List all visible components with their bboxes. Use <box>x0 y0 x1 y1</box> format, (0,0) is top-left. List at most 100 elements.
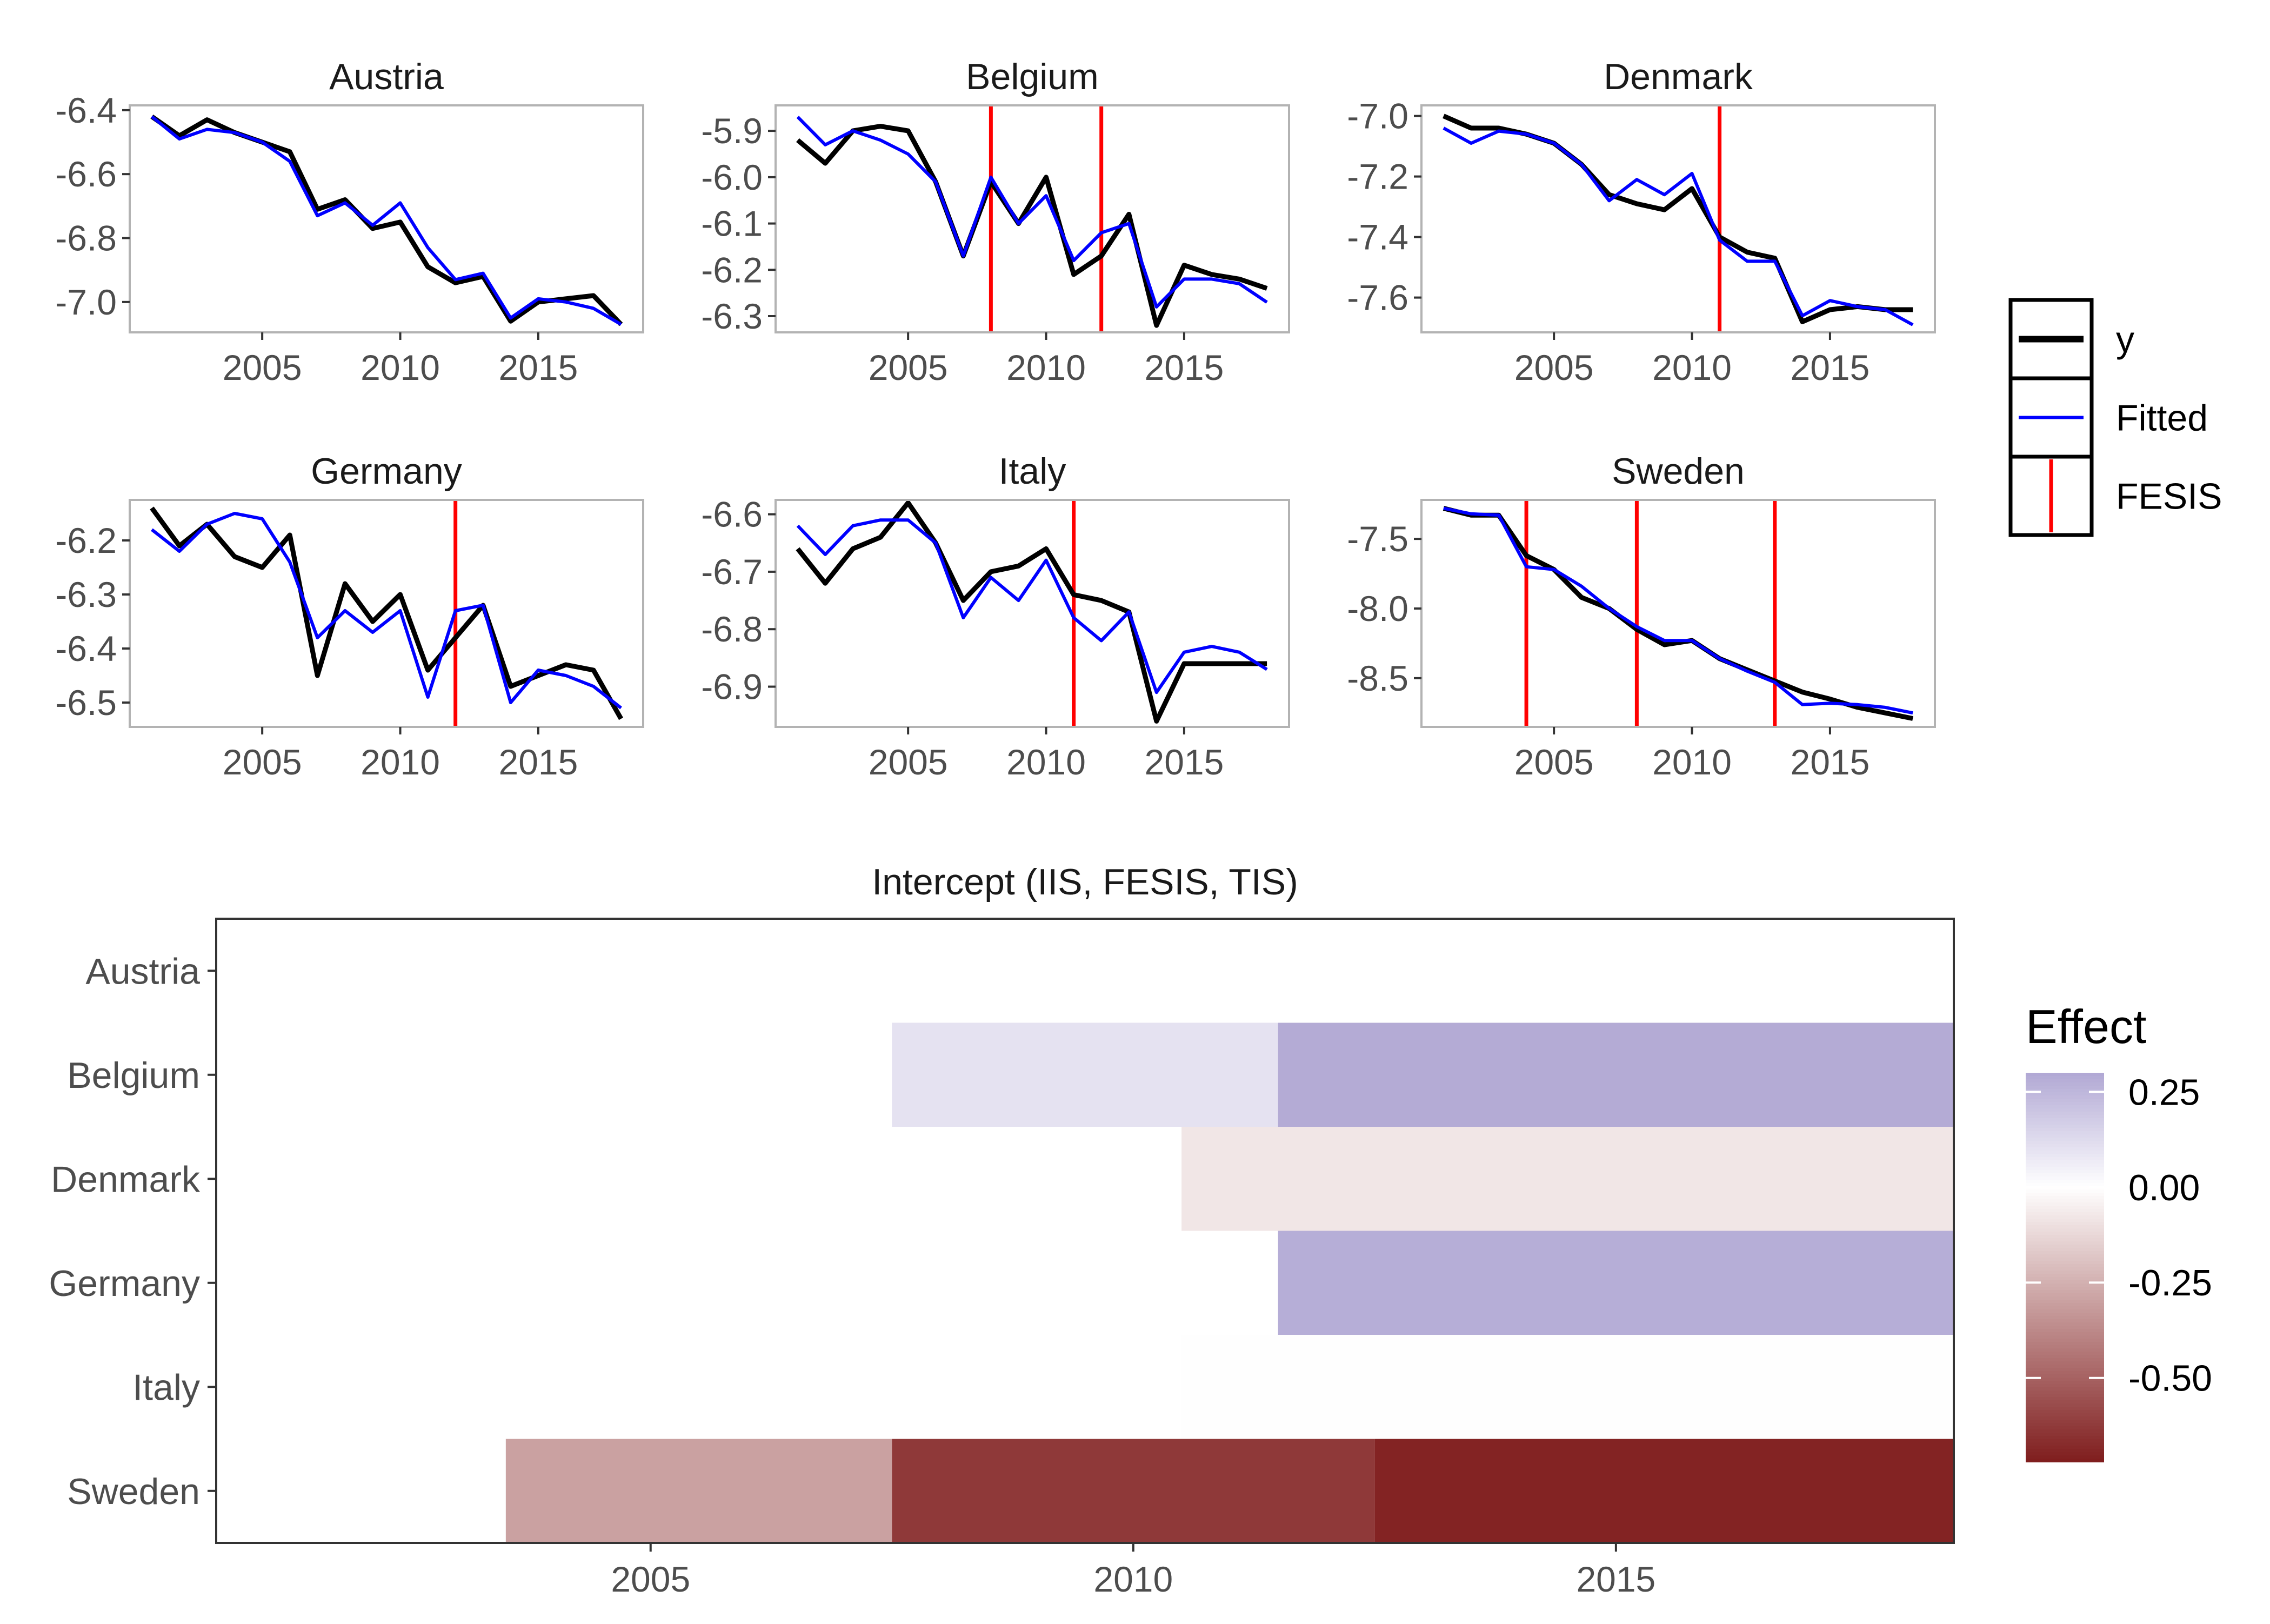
x-tick-label: 2005 <box>611 1559 690 1599</box>
y-tick-label: -6.5 <box>55 683 117 723</box>
colorbar-band <box>2026 1082 2104 1086</box>
colorbar-band <box>2026 1209 2104 1213</box>
y-tick-label: -6.2 <box>701 250 763 290</box>
row-label-sweden: Sweden <box>67 1471 200 1512</box>
heatmap-cell-belgium <box>1278 1022 1954 1127</box>
colorbar-band <box>2026 1167 2104 1171</box>
colorbar-band <box>2026 1258 2104 1261</box>
series-legend: y Fitted FESIS <box>2008 298 2222 537</box>
colorbar-band <box>2026 1374 2104 1378</box>
colorbar-band <box>2026 1131 2104 1135</box>
colorbar-band <box>2026 1206 2104 1209</box>
colorbar-band <box>2026 1076 2104 1080</box>
colorbar-band <box>2026 1397 2104 1401</box>
x-tick-label: 2010 <box>1652 347 1732 387</box>
y-tick-label: -7.2 <box>1347 157 1408 197</box>
colorbar-band <box>2026 1102 2104 1106</box>
colorbar-band <box>2026 1387 2104 1391</box>
colorbar-band <box>2026 1264 2104 1268</box>
colorbar-band <box>2026 1118 2104 1122</box>
colorbar-band <box>2026 1309 2104 1313</box>
y-tick-label: -6.4 <box>55 629 117 669</box>
y-tick-label: -6.8 <box>55 218 117 258</box>
x-tick-label: 2010 <box>1006 742 1086 782</box>
colorbar-band <box>2026 1300 2104 1304</box>
series-fitted-line <box>1443 506 1913 715</box>
panel-title: Italy <box>999 451 1066 492</box>
colorbar-band <box>2026 1442 2104 1446</box>
colorbar-band <box>2026 1164 2104 1167</box>
colorbar-band <box>2026 1316 2104 1320</box>
y-tick-label: -6.6 <box>55 154 117 194</box>
row-label-denmark: Denmark <box>51 1159 201 1200</box>
colorbar-band <box>2026 1112 2104 1115</box>
colorbar-band <box>2026 1095 2104 1099</box>
heatmap-cell-sweden <box>892 1439 1375 1543</box>
colorbar-band <box>2026 1225 2104 1229</box>
colorbar-band <box>2026 1154 2104 1158</box>
colorbar-band <box>2026 1345 2104 1349</box>
colorbar-band <box>2026 1368 2104 1372</box>
panel-border <box>1420 104 1936 333</box>
colorbar-band <box>2026 1384 2104 1388</box>
colorbar-band <box>2026 1339 2104 1342</box>
x-tick-label: 2010 <box>1652 742 1732 782</box>
panel-border <box>775 104 1290 333</box>
colorbar-band <box>2026 1410 2104 1414</box>
colorbar-band <box>2026 1232 2104 1235</box>
x-tick-label: 2015 <box>498 742 578 782</box>
colorbar-band <box>2026 1238 2104 1242</box>
x-tick-label: 2015 <box>498 347 578 387</box>
y-tick-label: -7.5 <box>1347 519 1408 559</box>
colorbar-band <box>2026 1079 2104 1083</box>
row-label-belgium: Belgium <box>67 1055 200 1096</box>
x-tick-label: 2005 <box>869 347 948 387</box>
series-fitted-line <box>796 116 1268 309</box>
colorbar-band <box>2026 1439 2104 1443</box>
colorbar-band <box>2026 1254 2104 1258</box>
colorbar-band <box>2026 1189 2104 1193</box>
colorbar-band <box>2026 1459 2104 1462</box>
heatmap-cell-belgium <box>892 1022 1278 1127</box>
panel-denmark: Denmark -7.0 -7.2 -7.4 -7.6 2005 2010 2015 <box>1347 56 1936 387</box>
y-tick-label: -6.1 <box>701 204 763 244</box>
colorbar-band <box>2026 1391 2104 1394</box>
colorbar-band <box>2026 1271 2104 1274</box>
y-tick-label: -7.0 <box>1347 96 1408 136</box>
colorbar-band <box>2026 1296 2104 1300</box>
colorbar-band <box>2026 1274 2104 1278</box>
colorbar-band <box>2026 1073 2104 1077</box>
colorbar-tick-label: 0.00 <box>2128 1167 2200 1208</box>
colorbar-band <box>2026 1446 2104 1449</box>
x-tick-label: 2010 <box>1006 347 1086 387</box>
colorbar-tick-label: -0.25 <box>2128 1262 2212 1304</box>
colorbar-band <box>2026 1365 2104 1368</box>
colorbar-band <box>2026 1348 2104 1352</box>
colorbar-band <box>2026 1413 2104 1417</box>
colorbar-band <box>2026 1202 2104 1206</box>
colorbar-title: Effect <box>2026 1000 2146 1053</box>
colorbar-band <box>2026 1144 2104 1148</box>
row-label-austria: Austria <box>85 951 200 992</box>
colorbar-band <box>2026 1381 2104 1385</box>
heatmap-cell-sweden <box>505 1439 892 1543</box>
colorbar-band <box>2026 1313 2104 1316</box>
y-tick-label: -6.2 <box>55 520 117 560</box>
series-y-line <box>1443 506 1913 721</box>
colorbar-band <box>2026 1092 2104 1096</box>
colorbar-band <box>2026 1248 2104 1252</box>
x-tick-label: 2015 <box>1145 742 1224 782</box>
colorbar-band <box>2026 1335 2104 1339</box>
x-tick-label: 2015 <box>1145 347 1224 387</box>
colorbar-band <box>2026 1180 2104 1184</box>
x-tick-label: 2010 <box>360 742 440 782</box>
colorbar-band <box>2026 1222 2104 1226</box>
colorbar-band <box>2026 1138 2104 1141</box>
legend-label: FESIS <box>2116 476 2222 517</box>
panel-belgium: Belgium -5.9 -6.0 -6.1 -6.2 -6.3 2005 2010 2015 <box>701 56 1290 387</box>
colorbar-band <box>2026 1125 2104 1128</box>
colorbar-band <box>2026 1199 2104 1203</box>
colorbar-band <box>2026 1235 2104 1239</box>
